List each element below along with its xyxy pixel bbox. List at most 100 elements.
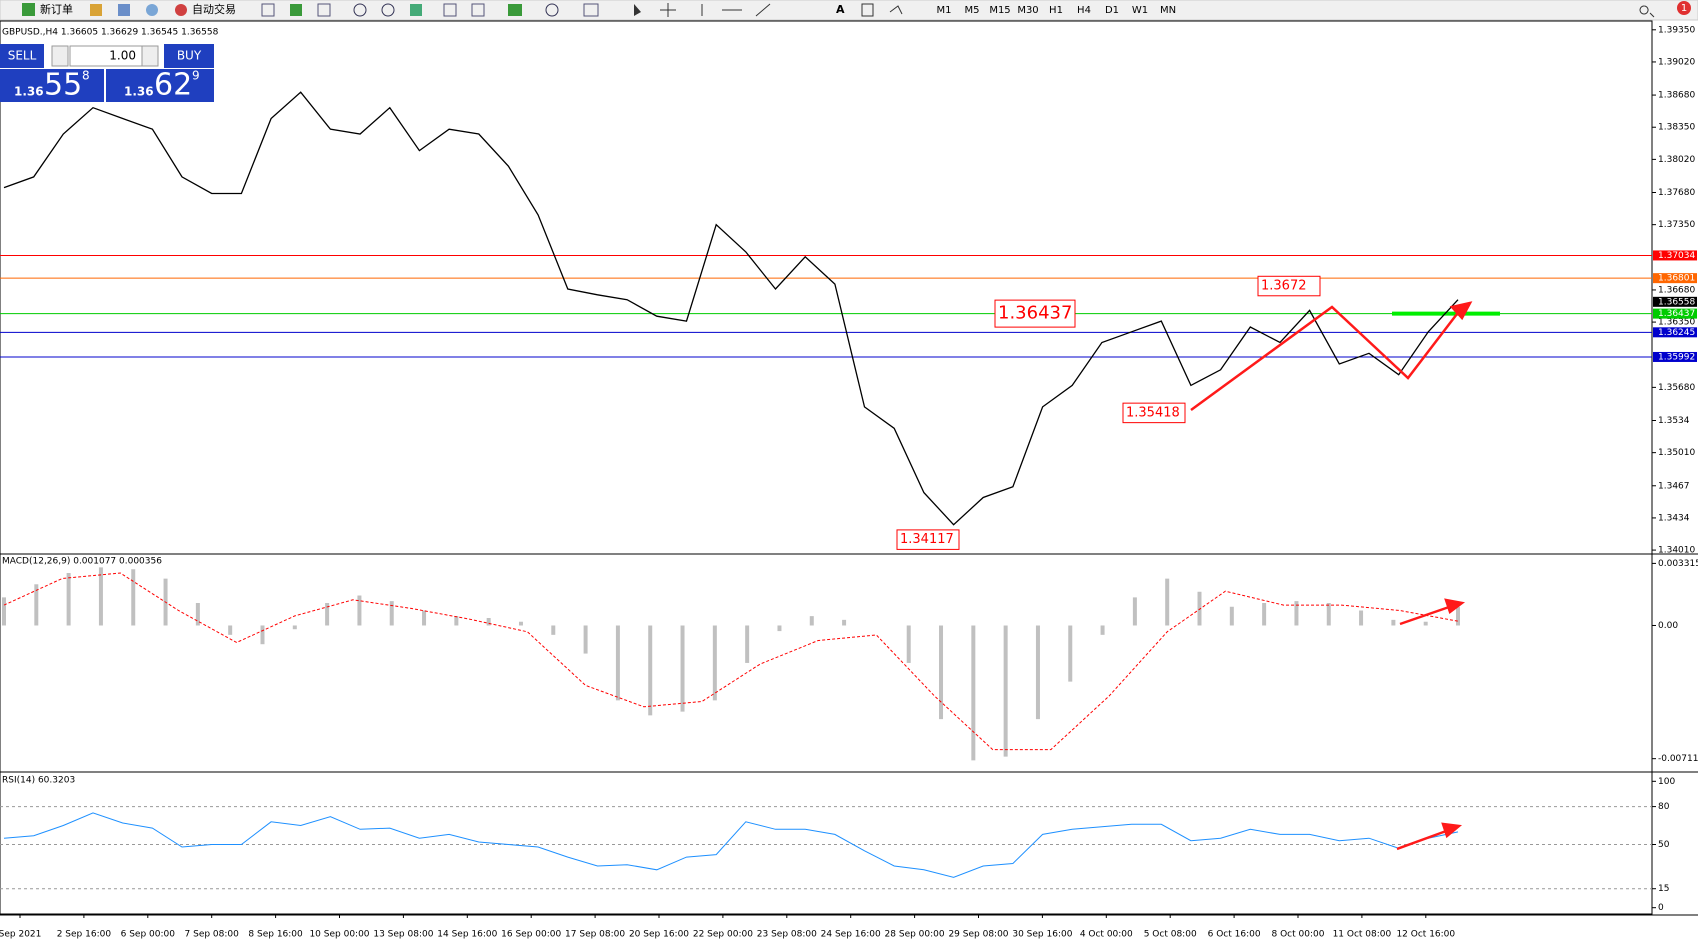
x-tick-label: 7 Sep 08:00 xyxy=(185,930,240,940)
icon[interactable] xyxy=(261,3,275,17)
y-tick-label: 1.36680 xyxy=(1658,285,1695,295)
y-tick-label: 1.3467 xyxy=(1658,481,1690,491)
icon[interactable] xyxy=(634,4,641,16)
y-tick-label: 15 xyxy=(1658,884,1669,894)
indicator-title: MACD(12,26,9) 0.001077 0.000356 xyxy=(2,557,162,567)
signal-line xyxy=(3,572,1459,751)
new-order-icon[interactable] xyxy=(22,3,35,16)
x-tick-label: 11 Oct 08:00 xyxy=(1333,930,1392,940)
timeframe-button[interactable]: H4 xyxy=(1077,5,1091,16)
y-tick-label: 1.3534 xyxy=(1658,416,1690,426)
icon[interactable] xyxy=(508,4,522,16)
icon[interactable] xyxy=(118,4,130,16)
icon[interactable] xyxy=(90,4,102,16)
level-tag xyxy=(1653,327,1697,338)
x-tick-label: 6 Oct 16:00 xyxy=(1208,930,1261,940)
timeframe-button[interactable]: W1 xyxy=(1132,5,1148,16)
arrow-head xyxy=(1441,822,1463,839)
trend-arrows xyxy=(1190,301,1473,851)
y-tick-label: 0.003315 xyxy=(1658,559,1698,569)
level-tag xyxy=(1653,250,1697,261)
level-label: 1.36437 xyxy=(1658,309,1695,319)
lot-down[interactable] xyxy=(51,45,69,67)
timeframe-button[interactable]: M1 xyxy=(937,5,952,16)
icon[interactable] xyxy=(146,4,158,16)
icon[interactable]: A xyxy=(836,3,845,16)
icon[interactable] xyxy=(471,3,485,17)
level-label: 1.36801 xyxy=(1658,274,1695,284)
x-tick-label: 8 Sep 16:00 xyxy=(248,930,303,940)
y-tick-label: 1.39020 xyxy=(1658,57,1695,67)
timeframe-button[interactable]: M30 xyxy=(1017,5,1038,16)
timeframe-button[interactable]: D1 xyxy=(1105,5,1119,16)
level-label: 1.36245 xyxy=(1658,328,1695,338)
y-tick-label: 1.36350 xyxy=(1658,318,1695,328)
buy-button[interactable] xyxy=(164,44,214,68)
sell-button[interactable] xyxy=(0,44,44,68)
bid-point: 8 xyxy=(82,69,90,83)
icon[interactable] xyxy=(583,3,599,17)
y-tick-label: 1.3434 xyxy=(1658,513,1690,523)
timeframe-button[interactable]: H1 xyxy=(1049,5,1063,16)
ask-box[interactable] xyxy=(106,69,214,102)
icon[interactable] xyxy=(545,3,559,17)
icon[interactable] xyxy=(410,4,422,16)
current-price-label: 1.36558 xyxy=(1658,297,1695,307)
values-line xyxy=(3,91,1459,526)
auto-trade-icon[interactable] xyxy=(175,4,187,16)
new-order-button[interactable]: 新订单 xyxy=(40,2,73,16)
icon[interactable] xyxy=(861,3,874,17)
price-annotation: 1.34117 xyxy=(900,532,954,547)
y-tick-label: 1.38680 xyxy=(1658,91,1695,101)
y-tick-label: 1.38350 xyxy=(1658,123,1695,133)
x-tick-label: 28 Sep 00:00 xyxy=(885,930,945,940)
timeframe-bar: M1 M5 M15 M30 H1 H4 D1 W1 MN xyxy=(937,5,1177,16)
level-label: 1.35992 xyxy=(1658,352,1695,362)
lot-value[interactable]: 1.00 xyxy=(109,49,136,63)
icon[interactable] xyxy=(443,3,457,17)
icon[interactable] xyxy=(701,3,771,17)
x-tick-label: Sep 2021 xyxy=(0,930,41,940)
icon[interactable] xyxy=(290,4,302,16)
arrow-head xyxy=(1449,301,1473,321)
current-price-tag xyxy=(1653,296,1697,307)
y-tick-label: 50 xyxy=(1658,840,1670,850)
search-icon[interactable] xyxy=(1639,5,1655,18)
x-tick-label: 8 Oct 00:00 xyxy=(1272,930,1325,940)
timeframe-button[interactable]: M15 xyxy=(989,5,1010,16)
x-tick-label: 22 Sep 00:00 xyxy=(693,930,753,940)
icon[interactable] xyxy=(317,3,331,17)
y-tick-label: 1.37680 xyxy=(1658,188,1695,198)
icon[interactable] xyxy=(660,3,676,17)
auto-trade-button[interactable]: 自动交易 xyxy=(192,2,236,16)
price-annotation-box xyxy=(1122,402,1186,424)
timeframe-button[interactable]: MN xyxy=(1160,5,1176,16)
y-tick-label: 1.39350 xyxy=(1658,25,1695,35)
zigzag xyxy=(1190,305,1461,412)
icon[interactable] xyxy=(381,3,395,17)
alert-count: 1 xyxy=(1681,3,1687,14)
x-tick-label: 29 Sep 08:00 xyxy=(948,930,1008,940)
price-annotation: 1.3672 xyxy=(1261,279,1307,294)
y-tick-label: 80 xyxy=(1658,802,1670,812)
timeframe-button[interactable]: M5 xyxy=(965,5,980,16)
rsi-arrow xyxy=(1396,828,1450,851)
alert-badge[interactable] xyxy=(1677,1,1691,15)
icon[interactable] xyxy=(889,5,903,15)
icon[interactable] xyxy=(353,3,367,17)
x-tick-label: 13 Sep 08:00 xyxy=(373,930,433,940)
x-tick-label: 16 Sep 00:00 xyxy=(501,930,561,940)
y-tick-label: 1.37350 xyxy=(1658,220,1695,230)
price-annotation-box xyxy=(896,529,960,550)
sell-label[interactable]: SELL xyxy=(8,49,37,63)
x-tick-label: 24 Sep 16:00 xyxy=(821,930,881,940)
level-tag xyxy=(1653,351,1697,362)
bid-pips: 55 xyxy=(44,68,82,103)
y-tick-label: 100 xyxy=(1658,777,1675,787)
bid-box[interactable] xyxy=(0,69,104,102)
buy-label[interactable]: BUY xyxy=(177,49,202,63)
lot-up[interactable] xyxy=(141,45,159,67)
x-tick-label: 17 Sep 08:00 xyxy=(565,930,625,940)
y-tick-label: -0.007112 xyxy=(1658,754,1698,764)
